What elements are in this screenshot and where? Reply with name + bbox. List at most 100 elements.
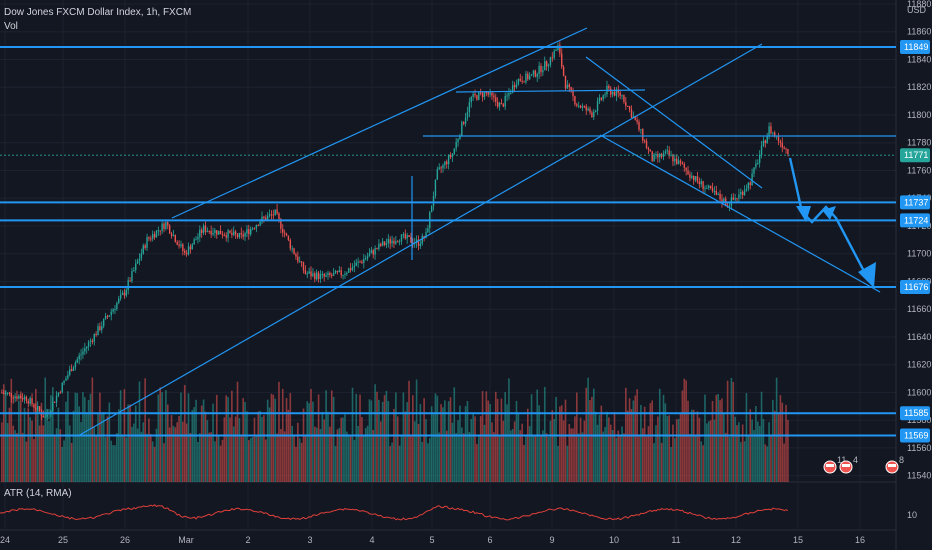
candle-body [534, 70, 537, 77]
volume-bar [602, 431, 604, 482]
candle-body [202, 225, 205, 233]
volume-bar [312, 401, 314, 482]
volume-bar [657, 416, 659, 482]
time-tick-label: 4 [369, 535, 374, 545]
volume-bar [726, 380, 729, 482]
candle-body [86, 346, 88, 349]
level-tag-bg [900, 428, 930, 443]
volume-bar [372, 430, 375, 482]
volume-bar [615, 437, 618, 482]
volume-bar [510, 430, 512, 482]
volume-bar [182, 421, 184, 482]
price-tick-label: 11540 [907, 471, 931, 481]
candle-body [430, 206, 433, 213]
candle-body [315, 272, 318, 280]
candle-body [741, 191, 744, 195]
candle-body [472, 93, 474, 98]
candle-body [517, 78, 520, 85]
volume-bar [180, 392, 182, 482]
volume-bar [131, 426, 133, 482]
volume-bar [574, 416, 576, 482]
upper-channel-line [171, 27, 588, 219]
candle-body [302, 262, 305, 271]
volume-bar [370, 400, 373, 482]
chart-title: Dow Jones FXCM Dollar Index, 1h, FXCM [4, 7, 192, 18]
volume-bar [359, 394, 361, 482]
candle-body [236, 234, 239, 238]
candle-body [657, 154, 659, 158]
volume-bar [155, 428, 158, 482]
volume-bar [108, 402, 111, 482]
volume-bar [346, 431, 348, 482]
volume-bar [104, 437, 107, 482]
candle-body [493, 95, 495, 98]
candle-body [364, 258, 367, 260]
volume-bar [297, 422, 299, 482]
volume-bar [270, 393, 273, 482]
candle-body [474, 93, 476, 96]
volume-bar [700, 441, 703, 482]
volume-bar [31, 420, 33, 482]
volume-bar [25, 441, 28, 482]
volume-bar [100, 413, 103, 482]
candle-body [331, 275, 333, 277]
price-tick-label: 11600 [907, 387, 931, 397]
volume-bar [255, 436, 258, 482]
volume-bar [240, 434, 243, 482]
volume-bar [344, 414, 346, 482]
candle-body [395, 241, 397, 244]
volume-bar [638, 435, 640, 482]
candle-body [200, 229, 203, 233]
volume-bar [566, 445, 569, 482]
volume-bar [508, 378, 510, 482]
volume-bar [161, 392, 163, 482]
volume-bar [457, 420, 459, 482]
volume-bar [336, 429, 339, 482]
volume-bar [609, 424, 612, 482]
candle-body [170, 233, 173, 237]
candle-body [25, 396, 28, 402]
volume-bar [347, 434, 350, 482]
candle-body [65, 378, 67, 381]
candle-body [366, 256, 369, 259]
volume-bar [215, 394, 218, 482]
volume-bar [136, 428, 139, 482]
candle-body [559, 45, 561, 54]
volume-bar [410, 436, 412, 482]
currency-label: USD [907, 5, 927, 15]
volume-bar [696, 411, 699, 482]
candle-body [757, 162, 759, 164]
candle-body [487, 92, 489, 95]
volume-bar [717, 394, 719, 482]
candle-body [389, 239, 391, 244]
candle-body [18, 396, 20, 399]
level-price-tag: 11724 [900, 213, 930, 228]
candle-body [199, 229, 201, 237]
candle-body [380, 243, 382, 246]
candle-body [602, 95, 604, 100]
candle-body [753, 167, 755, 174]
level-tag-bg [900, 40, 930, 54]
volume-bar [461, 427, 463, 482]
candle-body [743, 190, 746, 195]
volume-bar [683, 378, 686, 482]
volume-bar [549, 420, 552, 482]
candle-body [20, 396, 22, 399]
volume-bar [378, 399, 380, 482]
volume-bar [293, 436, 295, 482]
volume-bar [515, 400, 518, 482]
volume-bar [572, 428, 574, 482]
candle-body [150, 238, 152, 240]
volume-bar [542, 430, 544, 482]
volume-bar [72, 410, 75, 482]
candle-body [402, 234, 405, 236]
candle-body [144, 245, 146, 248]
candle-body [244, 233, 246, 237]
candle-body [161, 223, 163, 231]
volume-bar [675, 419, 678, 482]
candle-body [510, 92, 512, 94]
level-tag-label: 11849 [904, 42, 928, 52]
volume-bar [387, 400, 390, 482]
